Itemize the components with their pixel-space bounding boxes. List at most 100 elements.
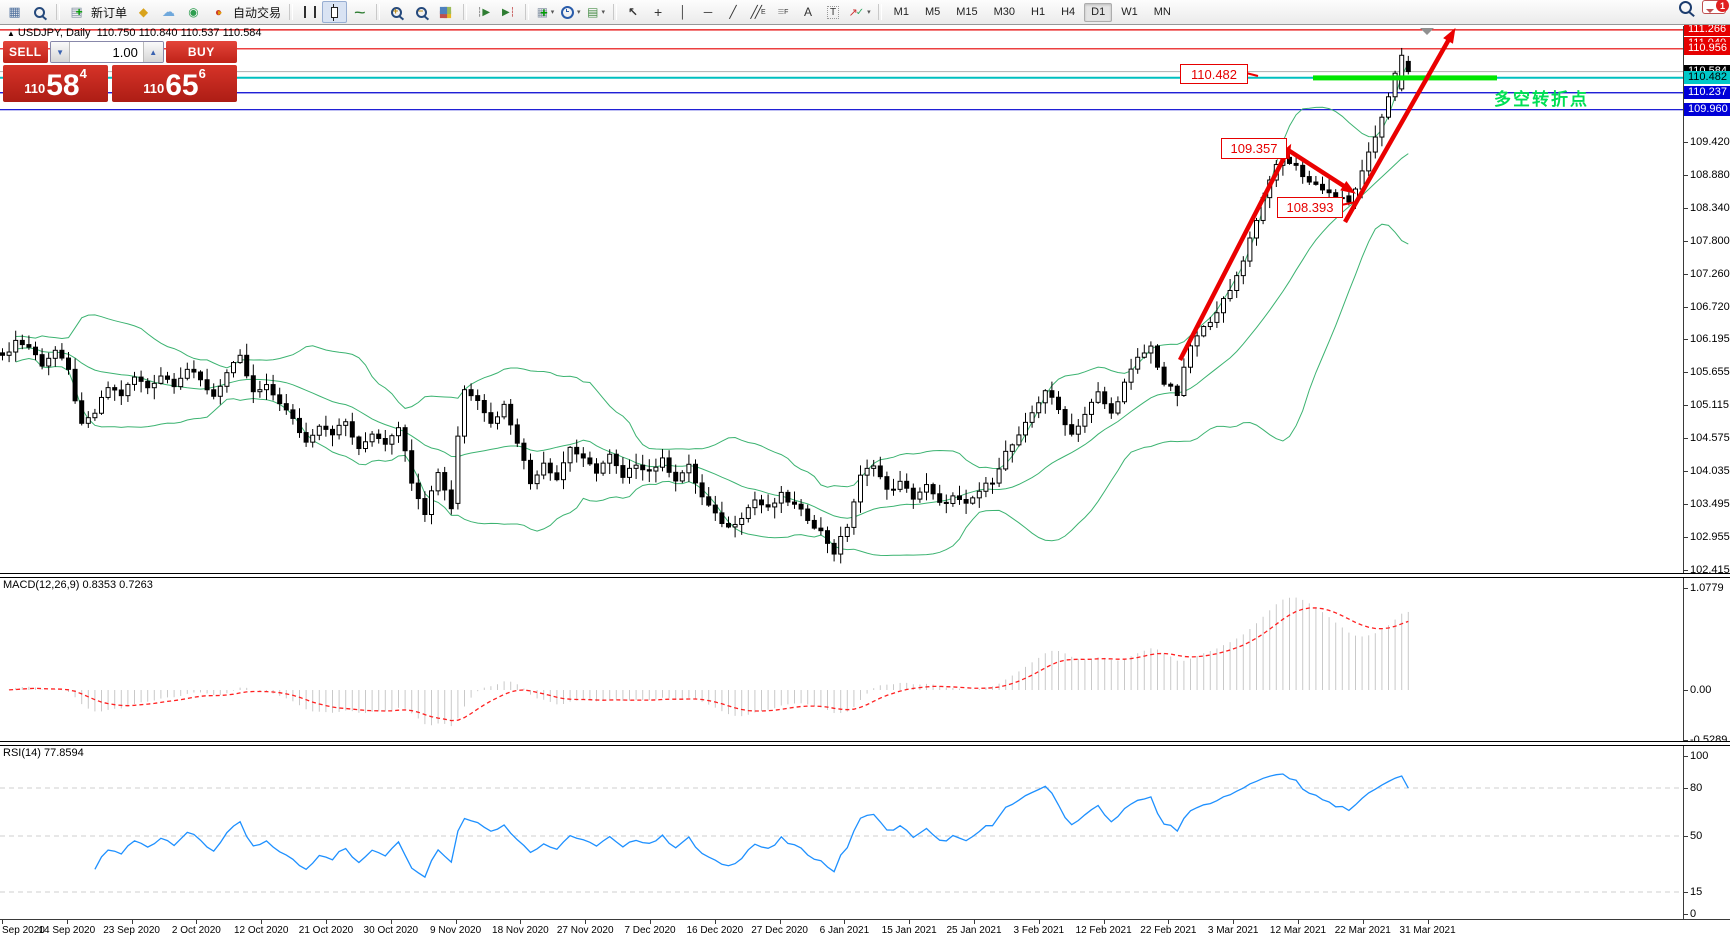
crosshair-icon[interactable]: + xyxy=(653,4,663,20)
fibonacci-icon[interactable]: ≡ F xyxy=(777,6,789,18)
candlestick xyxy=(231,362,236,374)
trend-arrow-line[interactable] xyxy=(1286,148,1352,192)
new-order-icon-label[interactable]: 新订单 xyxy=(91,5,128,20)
period-icon[interactable]: ▾ xyxy=(558,1,584,23)
candlestick-chart-icon[interactable] xyxy=(322,1,348,23)
market-watch-icon[interactable] xyxy=(27,1,52,23)
trendline-icon[interactable]: ╱ xyxy=(729,5,737,19)
trend-arrow-head[interactable] xyxy=(1340,180,1356,194)
toolbar-separator xyxy=(525,4,530,20)
chart-shift-icon[interactable]: ▶ ┆ xyxy=(501,6,516,18)
autotrading-icon[interactable]: ● ▸ xyxy=(214,5,223,19)
turning-point-note[interactable]: 多空转折点 xyxy=(1494,90,1589,109)
price-tick-label: 109.420 xyxy=(1690,136,1730,149)
date-label: 12 Mar 2021 xyxy=(1269,925,1327,936)
horizontal-line-icon[interactable]: ─ xyxy=(703,5,713,19)
volume-decrease-button[interactable]: ▼ xyxy=(50,42,71,62)
zoom-in-icon[interactable] xyxy=(384,1,409,23)
macd-tick-label: 0.00 xyxy=(1690,683,1712,696)
candlestick xyxy=(118,389,124,397)
macd-tick-mark xyxy=(1683,739,1688,741)
panel-separator[interactable] xyxy=(0,573,1730,578)
candlestick xyxy=(884,476,890,490)
macd-tick-mark xyxy=(1683,689,1688,691)
chart-window-icon[interactable]: ▦ xyxy=(8,4,21,19)
timeframe-button-M1[interactable]: M1 xyxy=(893,6,909,18)
price-scale-label[interactable]: 110.482 xyxy=(1684,71,1730,85)
cursor-icon[interactable]: ↖ xyxy=(628,5,639,19)
price-axis-border[interactable] xyxy=(1683,26,1684,920)
zoom-out-icon[interactable] xyxy=(409,1,434,23)
buy-price-display[interactable]: 110 65 6 xyxy=(112,65,237,102)
candlestick xyxy=(805,508,811,521)
notification-bubble-icon[interactable]: 1 xyxy=(1702,0,1729,14)
vertical-line-icon[interactable]: │ xyxy=(679,5,687,19)
volume-input[interactable]: 1.00 xyxy=(70,42,143,62)
candlestick xyxy=(937,493,943,503)
autotrading-icon-label[interactable]: 自动交易 xyxy=(233,5,282,20)
price-tick-mark xyxy=(1683,405,1688,407)
trend-arrow-head[interactable] xyxy=(1443,27,1456,44)
candlestick xyxy=(178,377,184,388)
new-order-icon[interactable]: ▤ + xyxy=(70,4,83,19)
timeframe-button-H1[interactable]: H1 xyxy=(1031,6,1046,18)
timeframe-button-M15[interactable]: M15 xyxy=(956,6,978,18)
chevron-down-icon[interactable]: ▾ xyxy=(867,9,871,16)
date-label: 23 Sep 2020 xyxy=(103,925,160,936)
candlestick xyxy=(396,427,401,437)
chart-shift-marker-icon[interactable] xyxy=(1420,28,1434,35)
cloud-icon[interactable]: ☁ xyxy=(162,4,176,19)
candlestick xyxy=(1135,356,1141,370)
trend-arrow-line[interactable] xyxy=(1177,148,1291,362)
signals-icon[interactable]: ◉ xyxy=(188,5,199,19)
candlestick xyxy=(871,465,877,469)
candlestick xyxy=(1240,260,1246,277)
equidistant-channel-icon[interactable]: ╱╱ E xyxy=(750,5,766,19)
candlestick xyxy=(1254,219,1259,239)
candlestick xyxy=(145,380,151,389)
text-icon[interactable]: A xyxy=(804,5,813,19)
quick-search-icon[interactable] xyxy=(1679,1,1692,14)
timeframe-button-D1[interactable]: D1 xyxy=(1084,2,1113,22)
sell-button[interactable]: SELL xyxy=(3,41,48,63)
chevron-down-icon[interactable]: ▾ xyxy=(577,9,581,16)
price-scale-label[interactable]: 111.266 xyxy=(1684,23,1730,37)
timeframe-button-H4[interactable]: H4 xyxy=(1061,6,1076,18)
green-resistance-segment[interactable] xyxy=(1313,75,1497,81)
profiles-icon[interactable]: ◆ xyxy=(138,5,149,19)
peak-price-label[interactable]: 109.357 xyxy=(1221,138,1287,159)
price-scale-label[interactable]: 110.237 xyxy=(1684,86,1730,100)
candlestick xyxy=(1042,390,1048,404)
candlestick xyxy=(1194,335,1200,347)
candlestick xyxy=(1372,136,1378,153)
timeframe-button-W1[interactable]: W1 xyxy=(1121,6,1138,18)
resistance-price-label[interactable]: 110.482 xyxy=(1180,64,1248,84)
sell-price-display[interactable]: 110 58 4 xyxy=(3,65,108,102)
chevron-down-icon[interactable]: ▾ xyxy=(601,9,605,16)
candlestick xyxy=(237,354,243,364)
template-icon[interactable]: ▤ ▾ xyxy=(587,5,605,19)
chevron-down-icon[interactable]: ▾ xyxy=(550,9,555,16)
timeframe-button-M30[interactable]: M30 xyxy=(993,6,1016,18)
price-scale-label[interactable]: 110.956 xyxy=(1684,42,1730,56)
candlestick xyxy=(772,502,778,508)
volume-increase-button[interactable]: ▲ xyxy=(142,42,163,62)
trend-arrow-line[interactable] xyxy=(1343,32,1454,224)
add-indicator-icon[interactable]: ▦ + ▾ xyxy=(536,4,555,20)
tile-windows-icon[interactable] xyxy=(434,1,459,23)
price-scale-label[interactable]: 109.960 xyxy=(1684,103,1730,117)
text-label-icon[interactable]: T xyxy=(821,1,846,23)
candlestick xyxy=(712,504,718,514)
timeframe-button-MN[interactable]: MN xyxy=(1153,6,1171,18)
auto-scroll-icon[interactable]: ┆ ▶ xyxy=(476,6,491,18)
bar-chart-icon[interactable] xyxy=(297,1,322,23)
line-chart-icon[interactable]: ~ xyxy=(353,4,366,20)
main-chart-pane[interactable] xyxy=(0,26,1730,573)
rsi-tick-label: 100 xyxy=(1690,749,1709,762)
buy-button[interactable]: BUY xyxy=(165,41,237,63)
panel-separator[interactable] xyxy=(0,741,1730,746)
arrows-icon[interactable]: ↗ ✓ ▾ xyxy=(848,6,871,19)
trough-price-label[interactable]: 108.393 xyxy=(1277,197,1343,218)
candlestick xyxy=(211,389,217,397)
timeframe-button-M5[interactable]: M5 xyxy=(924,6,941,18)
